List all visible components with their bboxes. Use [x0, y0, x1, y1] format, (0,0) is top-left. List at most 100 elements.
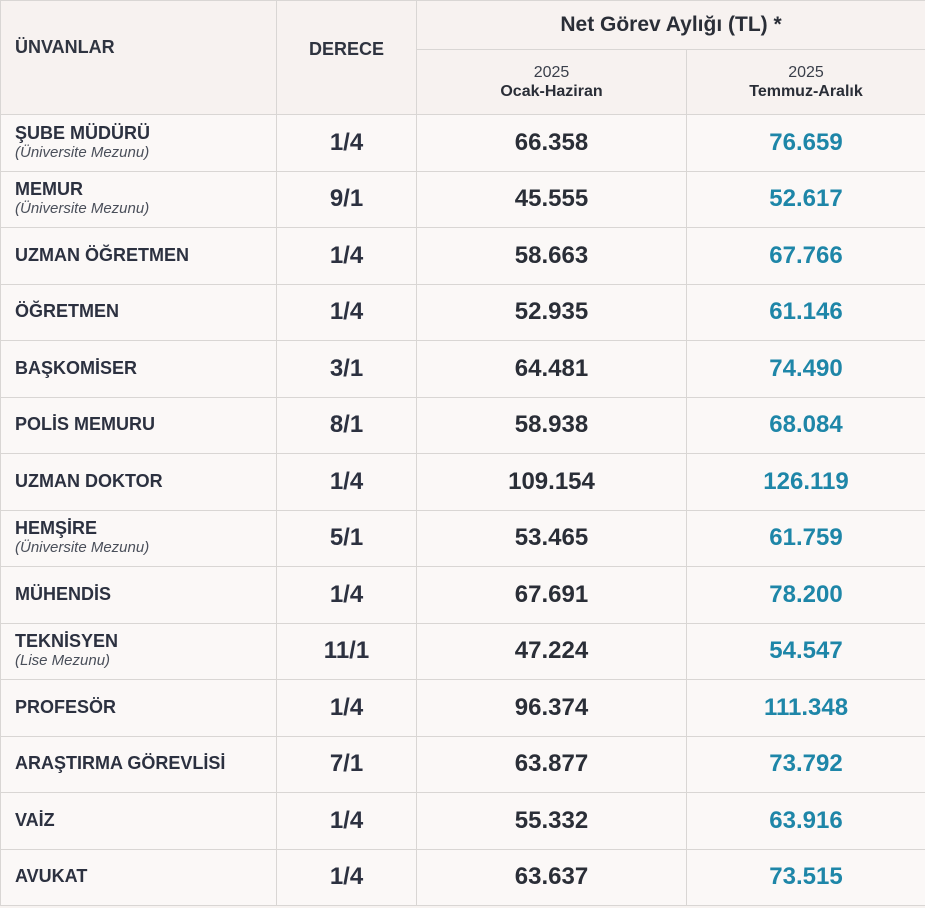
job-title: ÖĞRETMEN	[15, 301, 120, 322]
grade-cell: 1/4	[276, 114, 417, 172]
salary-period-2-cell: 61.759	[686, 509, 925, 567]
job-title: MÜHENDİS	[15, 583, 112, 604]
table-row: ÖĞRETMEN 1/4 52.935 61.146	[0, 283, 925, 341]
table-row: HEMŞİRE (Üniversite Mezunu) 5/1 53.465 61.75…	[0, 509, 925, 567]
title-cell: ARAŞTIRMA GÖREVLİSİ	[0, 735, 277, 793]
title-cell: UZMAN ÖĞRETMEN	[0, 227, 277, 285]
salary-period-2-cell: 74.490	[686, 340, 925, 398]
salary-period-2-cell: 54.547	[686, 622, 925, 680]
job-title: VAİZ	[15, 809, 55, 830]
header-period-2: 2025 Temmuz-Aralık	[686, 49, 925, 115]
salary-period-1-cell: 58.663	[416, 227, 687, 285]
job-title: BAŞKOMİSER	[15, 357, 138, 378]
salary-period-1-cell: 67.691	[416, 566, 687, 624]
salary-period-2-cell: 73.792	[686, 735, 925, 793]
grade-cell: 3/1	[276, 340, 417, 398]
salary-period-2-cell: 73.515	[686, 848, 925, 906]
job-title-note: (Lise Mezunu)	[15, 652, 111, 670]
table-row: PROFESÖR 1/4 96.374 111.348	[0, 679, 925, 737]
table-row: TEKNİSYEN (Lise Mezunu) 11/1 47.224 54.547	[0, 622, 925, 680]
salary-period-2-cell: 68.084	[686, 396, 925, 454]
job-title: UZMAN ÖĞRETMEN	[15, 244, 189, 265]
salary-period-1-cell: 53.465	[416, 509, 687, 567]
salary-period-1-cell: 55.332	[416, 792, 687, 850]
table-row: ŞUBE MÜDÜRÜ (Üniversite Mezunu) 1/4 66.358 7…	[0, 114, 925, 172]
job-title: MEMUR	[15, 179, 83, 200]
job-title-note: (Üniversite Mezunu)	[15, 143, 150, 161]
job-title: AVUKAT	[15, 866, 88, 887]
salary-period-1-cell: 96.374	[416, 679, 687, 737]
salary-period-2-cell: 52.617	[686, 170, 925, 228]
salary-period-2-cell: 67.766	[686, 227, 925, 285]
job-title-note: (Üniversite Mezunu)	[15, 539, 150, 557]
period-2-range: Temmuz-Aralık	[749, 83, 863, 100]
salary-period-1-cell: 52.935	[416, 283, 687, 341]
title-cell: MEMUR (Üniversite Mezunu)	[0, 170, 277, 228]
grade-cell: 8/1	[276, 396, 417, 454]
table-row: POLİS MEMURU 8/1 58.938 68.084	[0, 396, 925, 454]
table-row: VAİZ 1/4 55.332 63.916	[0, 792, 925, 850]
job-title: UZMAN DOKTOR	[15, 470, 163, 491]
grade-cell: 5/1	[276, 509, 417, 567]
job-title: TEKNİSYEN	[15, 631, 119, 652]
salary-period-1-cell: 47.224	[416, 622, 687, 680]
title-cell: VAİZ	[0, 792, 277, 850]
salary-period-1-cell: 64.481	[416, 340, 687, 398]
salary-period-1-cell: 58.938	[416, 396, 687, 454]
grade-cell: 1/4	[276, 848, 417, 906]
grade-cell: 1/4	[276, 453, 417, 511]
salary-period-1-cell: 109.154	[416, 453, 687, 511]
header-period-1: 2025 Ocak-Haziran	[416, 49, 687, 115]
title-cell: MÜHENDİS	[0, 566, 277, 624]
grade-cell: 1/4	[276, 679, 417, 737]
title-cell: BAŞKOMİSER	[0, 340, 277, 398]
job-title: PROFESÖR	[15, 696, 117, 717]
grade-cell: 1/4	[276, 792, 417, 850]
salary-period-2-cell: 76.659	[686, 114, 925, 172]
title-cell: ÖĞRETMEN	[0, 283, 277, 341]
grade-cell: 9/1	[276, 170, 417, 228]
title-cell: ŞUBE MÜDÜRÜ (Üniversite Mezunu)	[0, 114, 277, 172]
salary-period-1-cell: 63.637	[416, 848, 687, 906]
period-1-year: 2025	[533, 63, 570, 81]
grade-cell: 1/4	[276, 283, 417, 341]
table-row: UZMAN ÖĞRETMEN 1/4 58.663 67.766	[0, 227, 925, 285]
title-cell: POLİS MEMURU	[0, 396, 277, 454]
grade-cell: 1/4	[276, 566, 417, 624]
salary-period-1-cell: 63.877	[416, 735, 687, 793]
salary-period-1-cell: 45.555	[416, 170, 687, 228]
header-titles: ÜNVANLAR	[0, 0, 277, 115]
job-title-note: (Üniversite Mezunu)	[15, 200, 150, 218]
salary-period-1-cell: 66.358	[416, 114, 687, 172]
table-row: AVUKAT 1/4 63.637 73.515	[0, 848, 925, 906]
title-cell: PROFESÖR	[0, 679, 277, 737]
salary-period-2-cell: 111.348	[686, 679, 925, 737]
job-title: HEMŞİRE	[15, 518, 98, 539]
table-row: ARAŞTIRMA GÖREVLİSİ 7/1 63.877 73.792	[0, 735, 925, 793]
table-row: MEMUR (Üniversite Mezunu) 9/1 45.555 52.617	[0, 170, 925, 228]
grade-cell: 11/1	[276, 622, 417, 680]
table-row: UZMAN DOKTOR 1/4 109.154 126.119	[0, 453, 925, 511]
job-title: POLİS MEMURU	[15, 414, 156, 435]
job-title: ARAŞTIRMA GÖREVLİSİ	[15, 753, 226, 774]
table-body: ŞUBE MÜDÜRÜ (Üniversite Mezunu) 1/4 66.358 7…	[0, 114, 925, 906]
grade-cell: 7/1	[276, 735, 417, 793]
header-grade: DERECE	[276, 0, 417, 115]
period-1-range: Ocak-Haziran	[500, 83, 603, 100]
title-cell: TEKNİSYEN (Lise Mezunu)	[0, 622, 277, 680]
grade-cell: 1/4	[276, 227, 417, 285]
job-title: ŞUBE MÜDÜRÜ	[15, 122, 150, 143]
title-cell: AVUKAT	[0, 848, 277, 906]
salary-period-2-cell: 78.200	[686, 566, 925, 624]
table-row: MÜHENDİS 1/4 67.691 78.200	[0, 566, 925, 624]
title-cell: UZMAN DOKTOR	[0, 453, 277, 511]
salary-period-2-cell: 63.916	[686, 792, 925, 850]
salary-period-2-cell: 61.146	[686, 283, 925, 341]
table-header: ÜNVANLAR DERECE Net Görev Aylığı (TL) * …	[0, 0, 925, 115]
table-row: BAŞKOMİSER 3/1 64.481 74.490	[0, 340, 925, 398]
header-net-salary: Net Görev Aylığı (TL) *	[416, 0, 925, 50]
salary-period-2-cell: 126.119	[686, 453, 925, 511]
period-2-year: 2025	[788, 63, 824, 81]
